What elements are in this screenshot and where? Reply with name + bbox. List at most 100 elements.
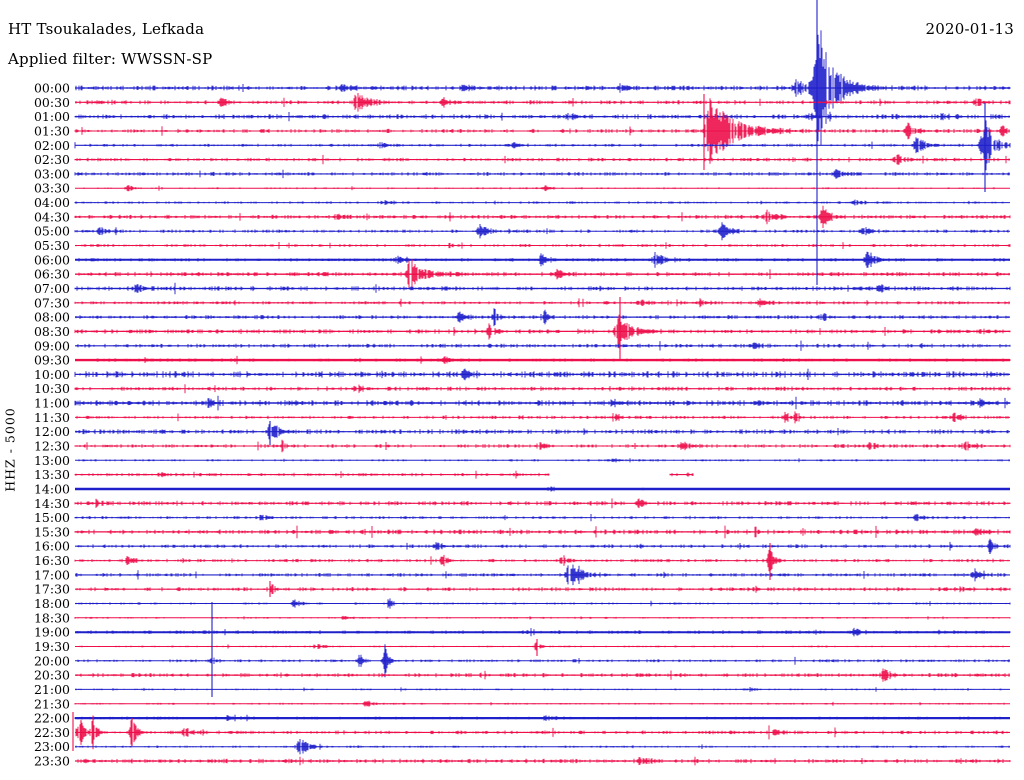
time-label-09:30: 09:30 [34,353,70,368]
time-label-23:00: 23:00 [34,739,70,754]
time-label-12:00: 12:00 [34,424,70,439]
time-label-04:00: 04:00 [34,195,70,210]
trace-12:30 [74,439,1011,453]
trace-03:00 [74,169,1010,179]
time-label-10:30: 10:30 [34,381,70,396]
time-label-18:30: 18:30 [34,610,70,625]
trace-01:30 [74,98,1010,164]
trace-08:30 [74,314,1011,349]
trace-02:30 [74,154,1010,165]
trace-03:30 [83,185,995,192]
trace-02:00 [74,120,1011,171]
trace-23:30 [77,756,1011,766]
trace-14:30 [74,498,1011,509]
time-label-00:30: 00:30 [34,95,70,110]
time-label-11:00: 11:00 [34,396,70,411]
date-label: 2020-01-13 [925,20,1014,38]
time-label-16:00: 16:00 [34,539,70,554]
trace-05:30 [75,242,1011,249]
trace-17:30 [76,584,1011,595]
trace-20:30 [75,668,1010,682]
time-label-15:30: 15:30 [34,524,70,539]
trace-07:30 [74,298,1010,308]
time-label-07:30: 07:30 [34,295,70,310]
station-title: HT Tsoukalades, Lefkada [8,20,205,38]
time-label-00:00: 00:00 [34,81,70,96]
trace-22:00 [74,714,1010,722]
time-label-14:00: 14:00 [34,482,70,497]
trace-10:30 [74,384,1011,394]
trace-12:00 [75,421,1009,442]
trace-19:00 [76,627,1011,637]
trace-18:00 [75,598,1011,609]
trace-18:30 [74,615,1011,620]
time-label-14:30: 14:30 [34,496,70,511]
trace-09:00 [76,340,1011,351]
time-label-10:00: 10:00 [34,367,70,382]
time-label-22:00: 22:00 [34,711,70,726]
trace-17:00 [75,564,1007,586]
time-label-03:30: 03:30 [34,181,70,196]
time-label-20:00: 20:00 [34,653,70,668]
trace-19:30 [79,640,1004,653]
filter-label: Applied filter: WWSSN-SP [8,50,213,68]
trace-13:00 [78,458,1010,463]
time-label-19:30: 19:30 [34,639,70,654]
time-label-16:30: 16:30 [34,553,70,568]
trace-16:30 [74,549,1009,572]
time-label-02:30: 02:30 [34,152,70,167]
time-label-22:30: 22:30 [34,725,70,740]
trace-15:00 [74,513,1010,522]
trace-00:30 [75,93,1011,112]
trace-00:00 [75,30,1011,146]
trace-09:30 [75,355,1011,365]
time-label-06:30: 06:30 [34,267,70,282]
time-label-08:30: 08:30 [34,324,70,339]
trace-10:00 [74,368,1009,381]
trace-04:00 [74,199,1004,206]
time-label-12:30: 12:30 [34,439,70,454]
time-label-05:00: 05:00 [34,224,70,239]
trace-13:30 [74,470,694,479]
trace-04:30 [74,205,1011,228]
time-label-20:30: 20:30 [34,668,70,683]
trace-07:00 [74,282,1011,295]
time-label-07:00: 07:00 [34,281,70,296]
trace-05:00 [74,222,1009,241]
time-label-13:00: 13:00 [34,453,70,468]
time-label-18:00: 18:00 [34,596,70,611]
time-label-03:00: 03:00 [34,166,70,181]
trace-16:00 [77,538,1011,554]
time-label-21:30: 21:30 [34,696,70,711]
time-label-09:00: 09:00 [34,338,70,353]
time-label-02:00: 02:00 [34,138,70,153]
time-label-01:00: 01:00 [34,109,70,124]
trace-11:00 [74,395,1011,411]
time-label-05:30: 05:30 [34,238,70,253]
trace-15:30 [74,525,1011,539]
time-label-19:00: 19:00 [34,625,70,640]
trace-14:00 [84,486,1004,492]
time-label-01:30: 01:30 [34,124,70,139]
trace-11:30 [76,411,1009,424]
time-label-21:00: 21:00 [34,682,70,697]
trace-06:30 [78,259,1010,290]
trace-23:00 [75,739,1010,755]
time-label-06:00: 06:00 [34,252,70,267]
time-label-17:00: 17:00 [34,567,70,582]
trace-20:00 [77,644,1010,678]
time-label-08:00: 08:00 [34,310,70,325]
trace-08:00 [75,308,1009,327]
time-label-15:00: 15:00 [34,510,70,525]
trace-22:30 [75,715,1008,750]
time-label-13:30: 13:30 [34,467,70,482]
trace-21:30 [74,700,1005,707]
time-label-23:30: 23:30 [34,754,70,769]
trace-21:00 [75,687,1002,692]
time-label-17:30: 17:30 [34,582,70,597]
time-label-11:30: 11:30 [34,410,70,425]
trace-06:00 [76,251,1010,268]
time-label-04:30: 04:30 [34,209,70,224]
